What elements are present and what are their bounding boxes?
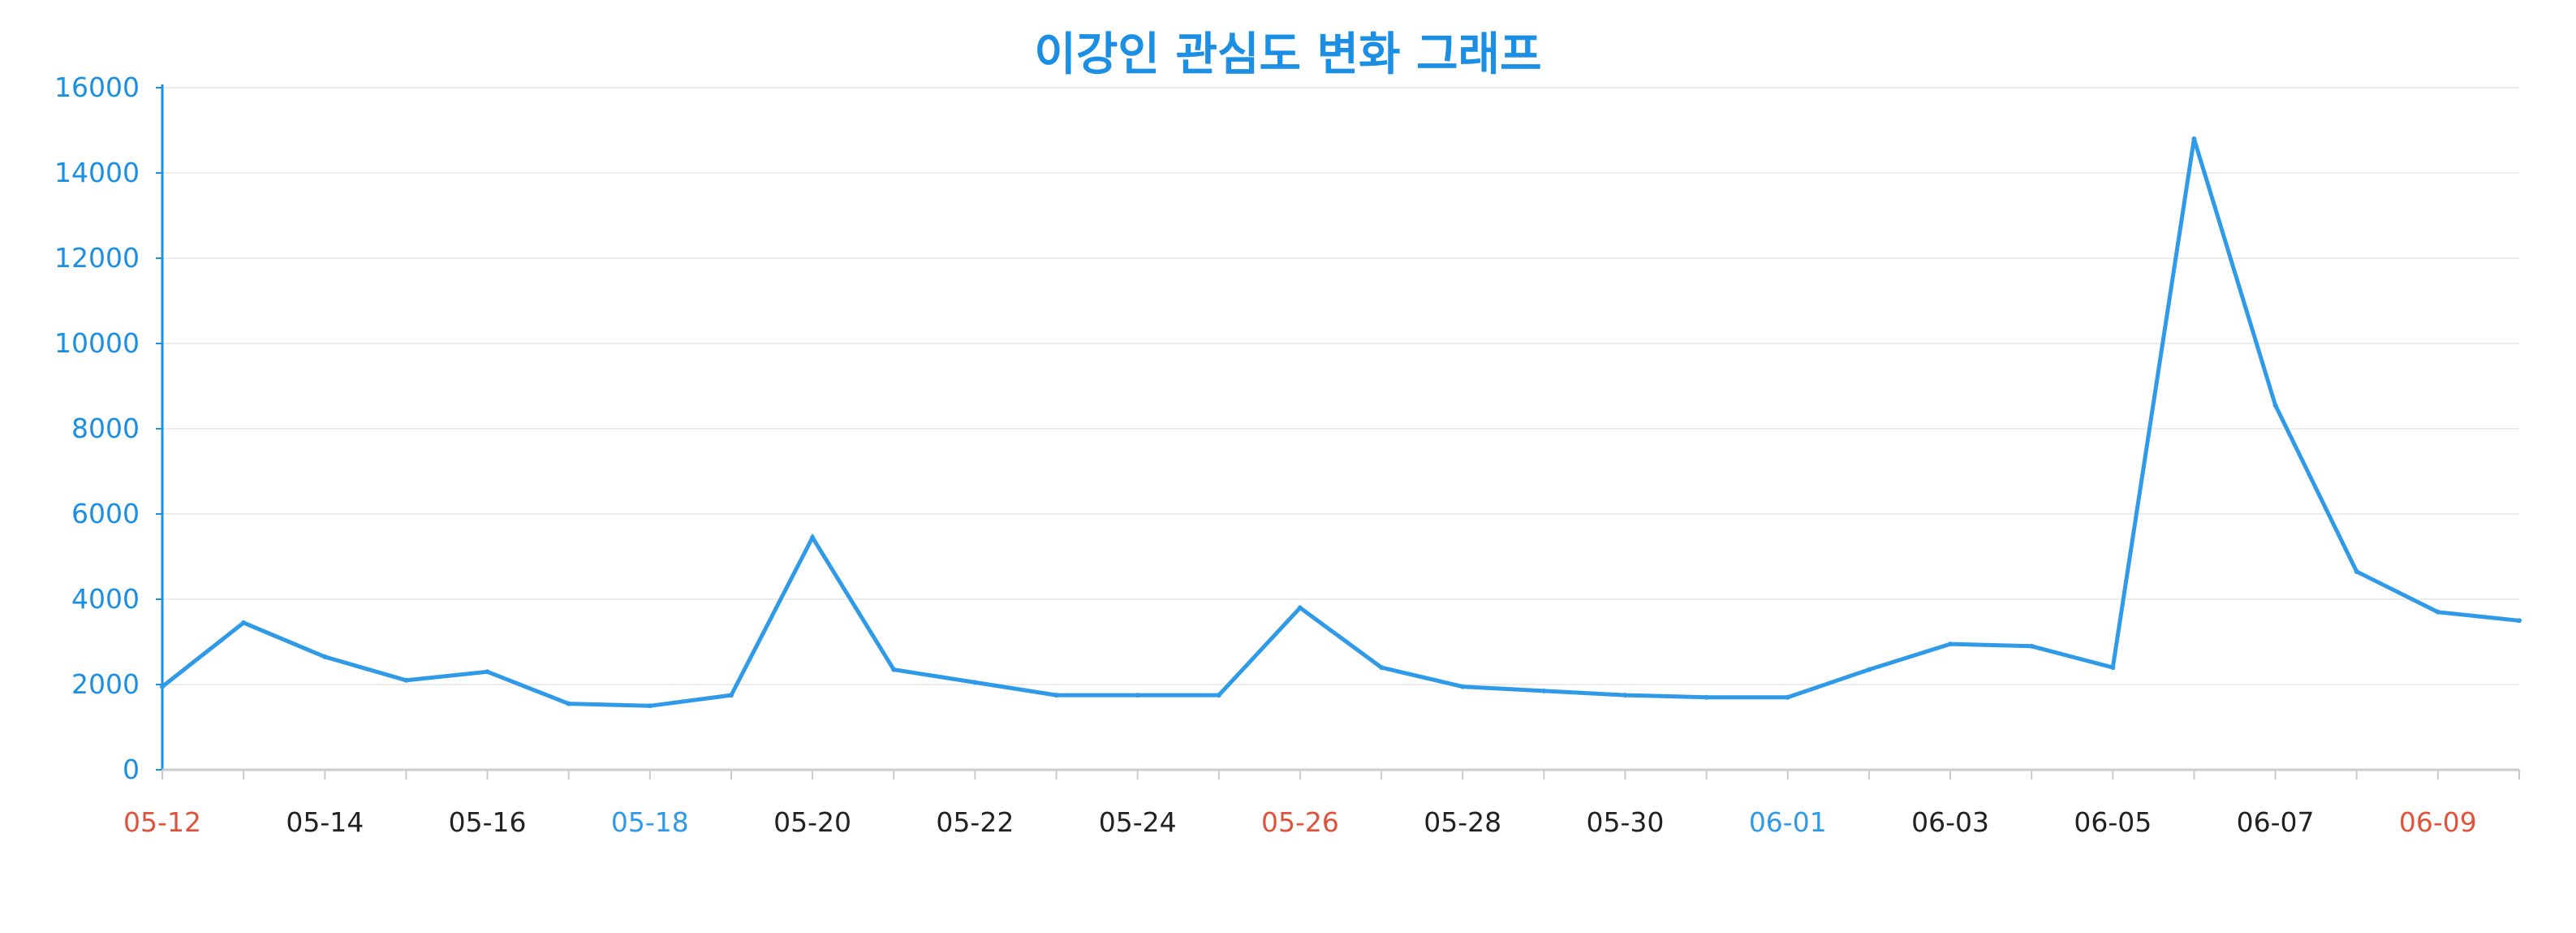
y-tick-label: 14000 (54, 157, 140, 188)
data-point (1053, 693, 1059, 698)
data-point (403, 677, 409, 683)
data-point (647, 703, 653, 709)
chart-title: 이강인 관심도 변화 그래프 (1034, 28, 1542, 81)
data-point (1297, 605, 1303, 611)
data-point (2354, 568, 2359, 574)
data-point (2435, 609, 2440, 615)
x-tick-label: 05-12 (123, 806, 201, 838)
x-tick-label: 05-20 (773, 806, 851, 838)
y-tick-label: 4000 (71, 583, 140, 615)
data-point (810, 534, 816, 540)
x-tick-label: 05-28 (1424, 806, 1501, 838)
data-point (2517, 618, 2522, 624)
data-point (2191, 136, 2197, 141)
x-tick-label: 06-09 (2399, 806, 2477, 838)
data-point (1948, 641, 1954, 647)
data-point (1541, 688, 1547, 693)
y-tick-label: 8000 (71, 413, 140, 444)
data-point (241, 620, 247, 625)
y-tick-label: 12000 (54, 242, 140, 274)
x-tick-label: 05-30 (1587, 806, 1665, 838)
data-point (1216, 693, 1221, 698)
data-point (1379, 665, 1385, 670)
data-point (1704, 694, 1709, 700)
data-point (485, 669, 490, 675)
data-point (972, 680, 978, 685)
data-point (1135, 693, 1140, 698)
x-tick-label: 05-24 (1099, 806, 1177, 838)
data-point (2029, 643, 2035, 649)
y-tick-label: 16000 (54, 71, 140, 103)
data-point (1785, 694, 1790, 700)
x-tick-label: 05-26 (1261, 806, 1339, 838)
x-tick-label: 06-01 (1749, 806, 1827, 838)
x-tick-label: 06-07 (2237, 806, 2315, 838)
grid-lines (162, 87, 2519, 685)
y-axis: 0 2000 4000 6000 8000 10000 12000 14000 16000 (54, 71, 164, 785)
data-point (2272, 403, 2278, 408)
series-layer (160, 136, 2522, 709)
data-point (891, 667, 897, 672)
x-tick-label: 05-14 (286, 806, 364, 838)
data-point (1866, 667, 1872, 672)
data-point (728, 693, 734, 698)
x-tick-label: 05-22 (936, 806, 1014, 838)
data-point (322, 654, 328, 659)
data-point (566, 701, 571, 706)
x-tick-label: 05-16 (449, 806, 527, 838)
x-tick-label: 06-03 (1911, 806, 1989, 838)
data-point (2110, 665, 2116, 670)
series-line (160, 138, 2522, 708)
data-point (1622, 693, 1628, 698)
y-tick-label: 10000 (54, 327, 140, 359)
x-tick-label: 05-18 (611, 806, 689, 838)
data-point (160, 684, 165, 689)
x-tick-label: 06-05 (2074, 806, 2152, 838)
data-point (1460, 684, 1466, 689)
y-tick-label: 0 (123, 754, 140, 785)
y-tick-label: 2000 (71, 668, 140, 700)
x-axis: 05-12 05-14 05-16 05-18 05-20 05-22 05-24 05-26… (123, 768, 2520, 838)
y-tick-label: 6000 (71, 498, 140, 529)
